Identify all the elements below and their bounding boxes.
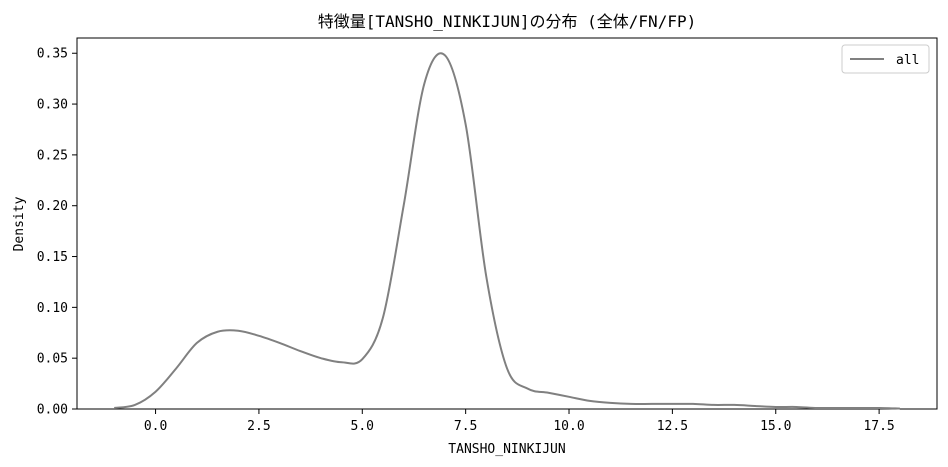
- y-tick-label: 0.15: [37, 250, 68, 265]
- y-tick-label: 0.10: [37, 301, 68, 316]
- y-tick-label: 0.05: [37, 352, 68, 367]
- y-tick-label: 0.25: [37, 148, 68, 163]
- x-tick-label: 10.0: [553, 419, 584, 434]
- x-tick-label: 2.5: [247, 419, 270, 434]
- y-tick-label: 0.35: [37, 47, 68, 62]
- plot-frame: [76, 37, 938, 410]
- series-line-all: [114, 52, 900, 410]
- chart-title: 特徴量[TANSHO_NINKIJUN]の分布 (全体/FN/FP): [318, 12, 696, 31]
- x-axis-label: TANSHO_NINKIJUN: [448, 442, 565, 457]
- y-tick-label: 0.00: [37, 403, 68, 418]
- legend-label-all: all: [896, 53, 919, 68]
- x-tick-label: 12.5: [657, 419, 688, 434]
- y-axis: 0.00 0.05 0.10 0.15 0.20 0.25 0.30 0.35: [37, 47, 77, 418]
- x-tick-label: 0.0: [144, 419, 167, 434]
- y-axis-label: Density: [12, 196, 27, 251]
- legend-box: [841, 44, 930, 74]
- x-axis: 0.0 2.5 5.0 7.5 10.0 12.5 15.0 17.5: [144, 409, 895, 434]
- x-tick-label: 7.5: [454, 419, 477, 434]
- legend: all: [841, 44, 930, 74]
- y-tick-label: 0.30: [37, 98, 68, 113]
- y-tick-label: 0.20: [37, 199, 68, 214]
- x-tick-label: 15.0: [760, 419, 791, 434]
- x-tick-label: 5.0: [351, 419, 374, 434]
- x-tick-label: 17.5: [863, 419, 894, 434]
